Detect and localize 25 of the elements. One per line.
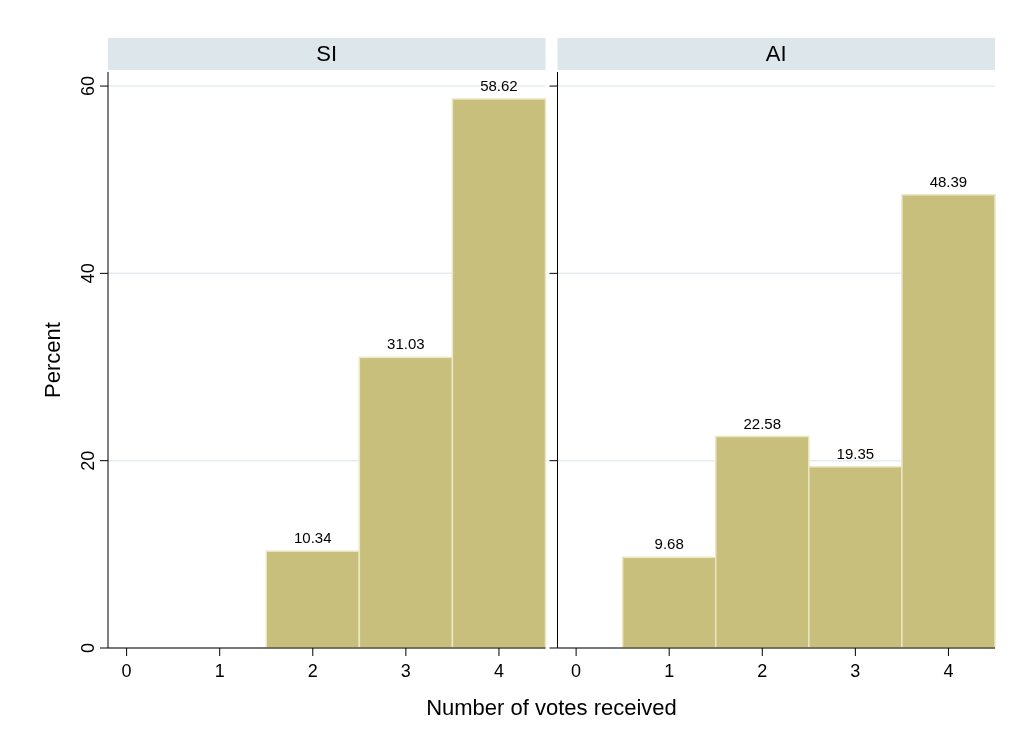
y-tick-label: 40 — [78, 263, 98, 284]
chart-title: SI — [316, 41, 338, 66]
x-tick-label: 3 — [400, 661, 411, 681]
y-tick-label: 20 — [78, 450, 98, 471]
x-axis-title: Number of votes received — [426, 695, 677, 720]
x-tick-label: 0 — [571, 661, 582, 681]
x-tick-label: 4 — [943, 661, 954, 681]
data-label: 58.62 — [480, 76, 518, 94]
y-tick-label: 0 — [78, 642, 98, 654]
y-tick-label: 60 — [78, 76, 98, 97]
x-tick-label: 1 — [214, 661, 225, 681]
data-label: 10.34 — [294, 529, 332, 547]
chart-title: AI — [765, 41, 787, 66]
x-tick-label: 2 — [307, 661, 318, 681]
data-label: 31.03 — [387, 335, 425, 353]
x-tick-label: 3 — [850, 661, 861, 681]
x-tick-label: 0 — [121, 661, 132, 681]
x-tick-label: 1 — [664, 661, 675, 681]
y-axis-title: Percent — [40, 322, 65, 398]
x-tick-label: 2 — [757, 661, 768, 681]
data-label: 22.58 — [743, 414, 782, 432]
data-label: 9.68 — [654, 535, 684, 553]
data-label: 48.39 — [929, 172, 968, 190]
x-tick-label: 4 — [493, 661, 504, 681]
data-label: 19.35 — [836, 444, 875, 462]
